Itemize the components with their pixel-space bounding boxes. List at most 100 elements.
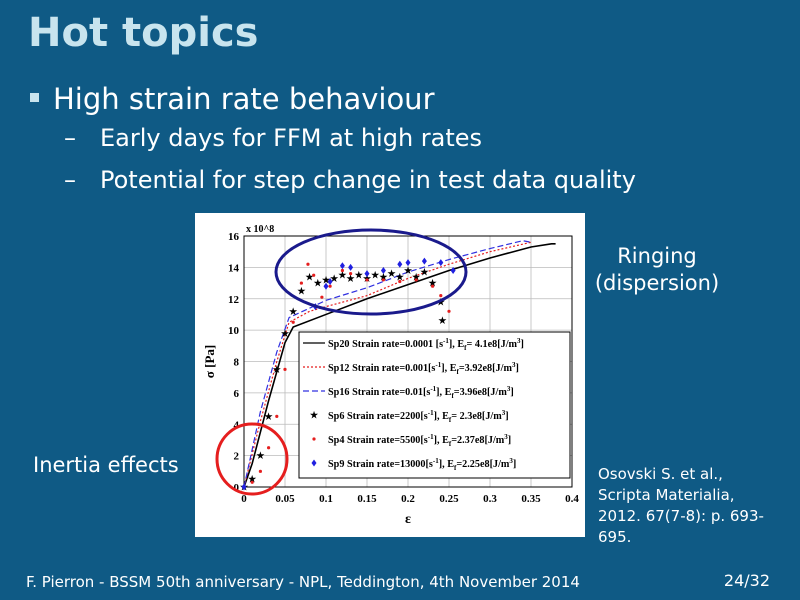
data-point: ★ bbox=[265, 411, 274, 421]
citation-line: Osovski S. et al., bbox=[598, 465, 723, 483]
data-point bbox=[381, 278, 385, 282]
footer-text: F. Pierron - BSSM 50th anniversary - NPL… bbox=[26, 573, 580, 591]
data-point: ★ bbox=[256, 451, 265, 461]
data-point: ★ bbox=[347, 273, 356, 283]
data-point bbox=[327, 277, 333, 285]
data-point bbox=[397, 260, 403, 268]
data-point bbox=[431, 284, 435, 288]
data-point bbox=[258, 469, 262, 473]
data-point bbox=[450, 267, 456, 275]
data-point bbox=[380, 267, 386, 275]
data-point bbox=[275, 414, 279, 419]
annotation-inertia: Inertia effects bbox=[33, 453, 179, 477]
legend-entry: Sp16 Strain rate=0.01[s-1], Ef=3.96e8[J/… bbox=[328, 385, 514, 400]
data-point bbox=[364, 270, 370, 278]
x-tick-label: 0.2 bbox=[401, 493, 415, 505]
data-point bbox=[349, 272, 353, 276]
data-point: ★ bbox=[404, 266, 413, 276]
data-point bbox=[267, 446, 271, 450]
data-point bbox=[365, 278, 369, 282]
series-line bbox=[243, 241, 532, 488]
data-point bbox=[250, 480, 254, 484]
data-point bbox=[405, 259, 411, 267]
data-point bbox=[323, 282, 329, 290]
data-point: ★ bbox=[396, 272, 405, 282]
subbullet-2: – Potential for step change in test data … bbox=[64, 166, 636, 194]
citation-line: Scripta Materialia, bbox=[598, 486, 735, 504]
annotation-line: (dispersion) bbox=[594, 271, 720, 295]
subbullet-text: Early days for FFM at high rates bbox=[100, 124, 483, 152]
data-point bbox=[439, 294, 443, 298]
legend-entry: Sp20 Strain rate=0.0001 [s-1], Ef= 4.1e8… bbox=[328, 337, 524, 352]
data-point bbox=[421, 257, 427, 265]
data-point: ★ bbox=[322, 275, 331, 285]
y-tick-label: 8 bbox=[234, 357, 240, 369]
data-point bbox=[306, 262, 310, 266]
data-point bbox=[398, 279, 402, 284]
data-point bbox=[241, 483, 247, 491]
data-point bbox=[348, 263, 354, 271]
legend-entry: Sp6 Strain rate=2200[s-1], Ef= 2.3e8[J/m… bbox=[328, 409, 509, 424]
data-point: ★ bbox=[355, 270, 364, 280]
series-2 bbox=[243, 241, 532, 488]
bullet-square-icon bbox=[30, 92, 39, 102]
data-point: ★ bbox=[438, 316, 447, 326]
legend-entry: Sp12 Strain rate=0.001[s-1], Ef=3.92e8[J… bbox=[328, 361, 519, 376]
x-tick-label: 0.1 bbox=[319, 493, 333, 505]
y-tick-label: 12 bbox=[228, 294, 240, 306]
data-point: ★ bbox=[363, 273, 372, 283]
x-axis-label: ε bbox=[405, 512, 411, 527]
x-tick-label: 0.15 bbox=[357, 493, 377, 505]
x-tick-label: 0.4 bbox=[565, 493, 579, 505]
plot-frame bbox=[243, 235, 573, 488]
y-tick-label: 6 bbox=[234, 388, 240, 400]
bullet-text: High strain rate behaviour bbox=[53, 82, 435, 116]
y-multiplier: x 10^8 bbox=[246, 224, 274, 235]
data-point: ★ bbox=[289, 306, 298, 316]
y-axis-label: σ [Pa] bbox=[202, 345, 217, 378]
chart-image: x 10^8 0 0.05 0.1 0.15 0.2 0.25 0.3 0.35 0.4 0 2 4 6… bbox=[195, 213, 585, 537]
data-point bbox=[291, 320, 295, 324]
legend-entry: Sp9 Strain rate=13000[s-1], Ef=2.25e8[J/… bbox=[328, 457, 516, 472]
series-line bbox=[243, 243, 556, 488]
data-point: ★ bbox=[297, 286, 306, 296]
data-point: ★ bbox=[248, 474, 257, 484]
series-5 bbox=[242, 262, 451, 489]
y-tick-label: 14 bbox=[228, 262, 240, 274]
data-point: ★ bbox=[306, 272, 315, 282]
data-point: ★ bbox=[420, 267, 429, 277]
data-point: ★ bbox=[429, 278, 438, 288]
y-tick-label: 2 bbox=[234, 451, 240, 463]
data-point: ★ bbox=[388, 269, 397, 279]
data-point: ★ bbox=[379, 272, 388, 282]
data-point bbox=[328, 284, 332, 288]
subbullet-1: – Early days for FFM at high rates bbox=[64, 124, 483, 152]
data-point bbox=[414, 278, 418, 282]
legend-swatch: ★ bbox=[310, 410, 319, 420]
x-tick-label: 0 bbox=[241, 493, 247, 505]
legend-swatch bbox=[311, 459, 317, 467]
slide-title: Hot topics bbox=[28, 10, 259, 56]
y-tick-label: 10 bbox=[228, 325, 240, 337]
data-point bbox=[283, 367, 287, 371]
stress-strain-chart: x 10^8 0 0.05 0.1 0.15 0.2 0.25 0.3 0.35 0.4 0 2 4 6… bbox=[202, 224, 579, 527]
annotation-ringing: Ringing (dispersion) bbox=[592, 243, 722, 297]
legend: Sp20 Strain rate=0.0001 [s-1], Ef= 4.1e8… bbox=[298, 331, 571, 479]
citation: Osovski S. et al., Scripta Materialia, 2… bbox=[598, 464, 788, 548]
series-line bbox=[243, 240, 532, 488]
data-point bbox=[339, 262, 345, 270]
series-3 bbox=[243, 240, 532, 488]
data-point bbox=[340, 268, 344, 273]
page-number: 24/32 bbox=[723, 571, 770, 590]
legend-box bbox=[298, 331, 571, 479]
legend-swatch bbox=[312, 437, 316, 441]
x-tick-label: 0.3 bbox=[483, 493, 497, 505]
data-point: ★ bbox=[330, 273, 339, 283]
data-point: ★ bbox=[412, 272, 421, 282]
inertia-circle bbox=[215, 422, 289, 496]
x-tick-label: 0.05 bbox=[275, 493, 295, 505]
data-point: ★ bbox=[314, 278, 323, 288]
data-point bbox=[447, 309, 451, 313]
citation-line: 695. bbox=[598, 528, 632, 546]
data-point bbox=[312, 273, 316, 277]
